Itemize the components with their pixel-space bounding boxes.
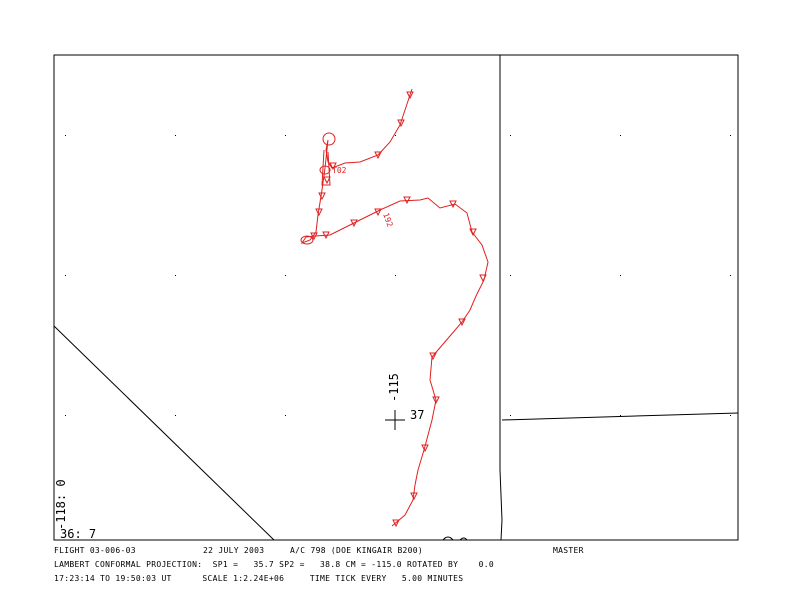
time-tick bbox=[392, 519, 400, 528]
track-loop bbox=[300, 235, 314, 245]
grid-dot bbox=[175, 135, 176, 136]
lat-label: 36: 7 bbox=[60, 527, 96, 541]
grid-dot bbox=[730, 415, 731, 416]
state-border bbox=[53, 325, 275, 541]
time-tick bbox=[410, 492, 418, 501]
footer-text: 22 JULY 2003 bbox=[203, 546, 264, 555]
grid-dot bbox=[65, 415, 66, 416]
lon-label: -118: 0 bbox=[54, 479, 68, 530]
footer-text: MASTER bbox=[553, 546, 584, 555]
time-tick bbox=[318, 192, 326, 201]
grid-dot bbox=[730, 275, 731, 276]
time-tick bbox=[322, 231, 330, 240]
time-tick bbox=[449, 200, 457, 209]
map-frame bbox=[53, 54, 739, 541]
time-tick bbox=[432, 396, 440, 405]
time-tick bbox=[469, 228, 477, 237]
grid-dot bbox=[730, 135, 731, 136]
grid-dot bbox=[65, 135, 66, 136]
track-loop bbox=[319, 165, 331, 175]
grid-dot bbox=[175, 415, 176, 416]
time-tick bbox=[406, 91, 414, 100]
grid-dot bbox=[620, 275, 621, 276]
grid-dot bbox=[65, 275, 66, 276]
track-label: 192 bbox=[381, 212, 394, 229]
grid-dot bbox=[285, 415, 286, 416]
grid-dot bbox=[510, 415, 511, 416]
time-tick bbox=[429, 352, 437, 361]
boundaries bbox=[53, 55, 739, 541]
state-border bbox=[499, 55, 503, 541]
coast-fragment bbox=[442, 536, 468, 541]
track-loop bbox=[321, 149, 331, 186]
state-border bbox=[501, 412, 739, 421]
time-tick bbox=[315, 208, 323, 217]
time-tick bbox=[350, 219, 358, 228]
time-tick bbox=[479, 274, 487, 283]
time-tick bbox=[458, 318, 466, 327]
footer-text: 17:23:14 TO 19:50:03 UT SCALE 1:2.24E+06… bbox=[54, 574, 463, 583]
grid-dot bbox=[510, 135, 511, 136]
grid-dot bbox=[175, 275, 176, 276]
time-tick bbox=[421, 444, 429, 453]
grid-dot bbox=[395, 275, 396, 276]
grid-dot bbox=[510, 275, 511, 276]
time-tick bbox=[397, 119, 405, 128]
footer-text: LAMBERT CONFORMAL PROJECTION: SP1 = 35.7… bbox=[54, 560, 494, 569]
track-line bbox=[300, 88, 489, 527]
footer-text: FLIGHT 03-006-03 bbox=[54, 546, 136, 555]
flight-track bbox=[300, 88, 489, 527]
time-tick bbox=[374, 208, 382, 217]
center-cross bbox=[385, 410, 405, 430]
track-label: T02 bbox=[332, 166, 347, 175]
time-tick bbox=[310, 232, 318, 241]
grid-dot bbox=[620, 135, 621, 136]
time-tick bbox=[323, 176, 331, 185]
lat-label: 37 bbox=[410, 408, 424, 422]
grid-dot bbox=[285, 275, 286, 276]
time-tick bbox=[374, 151, 382, 160]
track-loop bbox=[322, 132, 336, 146]
lon-label: -115 bbox=[387, 373, 401, 402]
footer-text: A/C 798 (DOE KINGAIR B200) bbox=[290, 546, 423, 555]
grid-dot bbox=[620, 415, 621, 416]
time-ticks bbox=[310, 91, 487, 528]
grid-dot bbox=[395, 135, 396, 136]
time-tick bbox=[329, 162, 337, 171]
grid-dot bbox=[285, 135, 286, 136]
grid-dots bbox=[65, 135, 731, 416]
time-tick bbox=[403, 196, 411, 205]
